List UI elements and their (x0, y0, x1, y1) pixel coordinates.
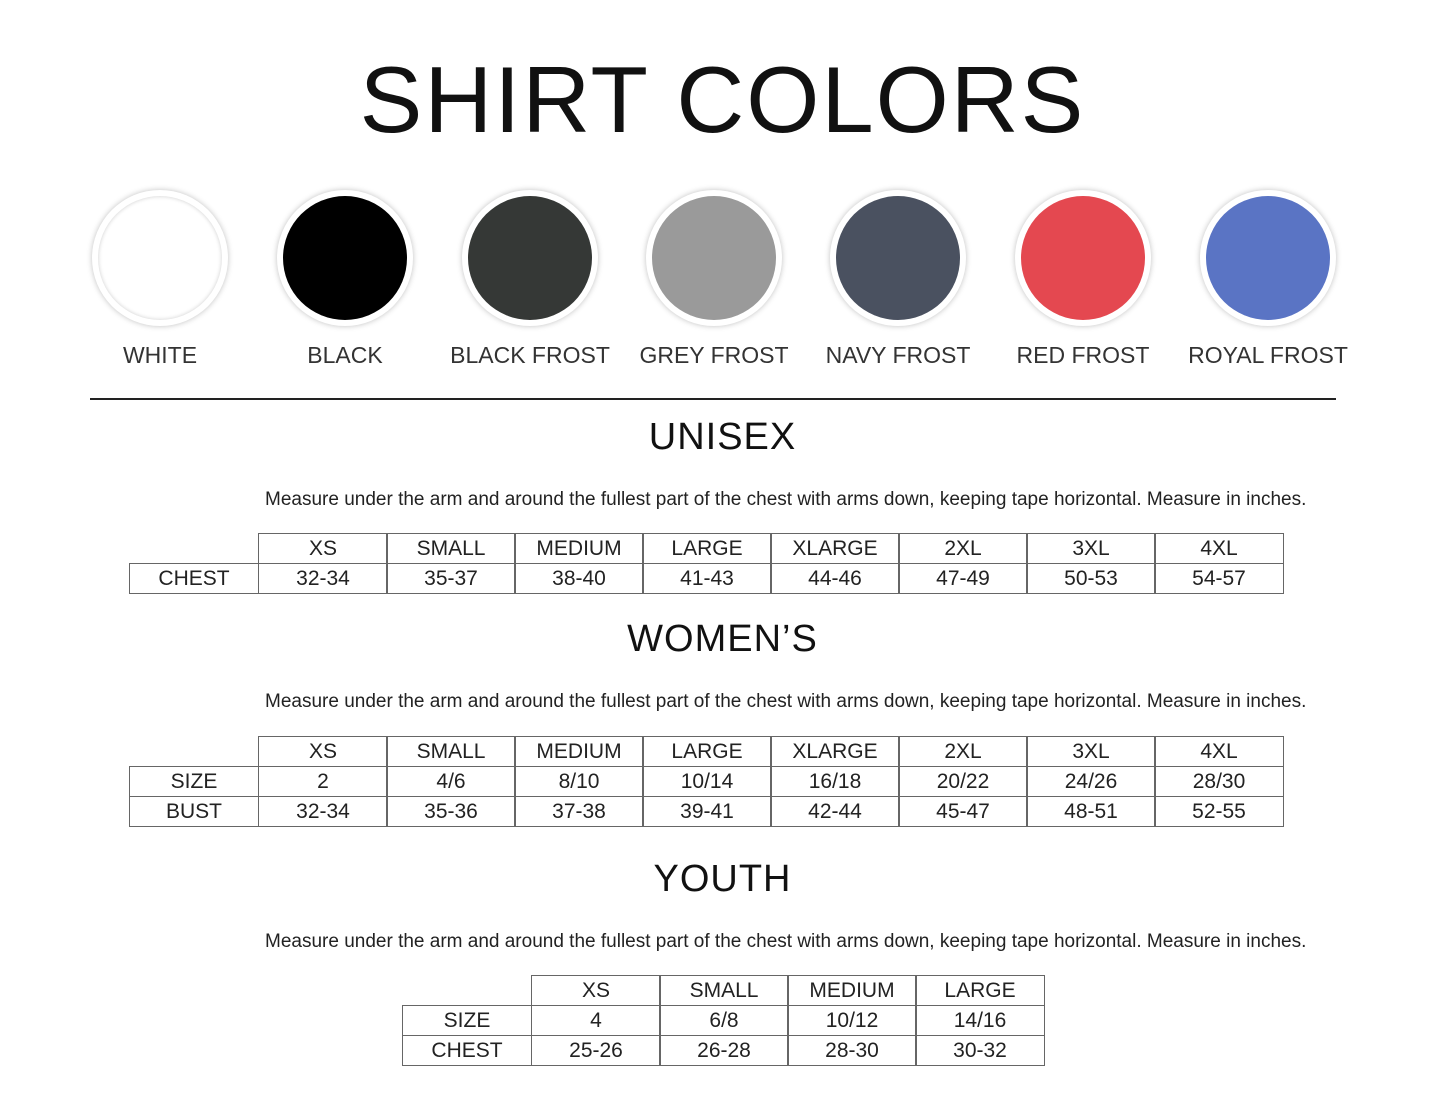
row-label: CHEST (402, 1035, 532, 1066)
column-header: XS (258, 736, 388, 767)
table-cell: 44-46 (770, 563, 900, 594)
section-description: Measure under the arm and around the ful… (265, 931, 1307, 952)
table-cell: 32-34 (258, 796, 388, 827)
column-header: 3XL (1026, 533, 1156, 564)
column-header: XLARGE (770, 533, 900, 564)
column-header: SMALL (386, 736, 516, 767)
color-label: WHITE (122, 342, 198, 368)
table-cell: 39-41 (642, 796, 772, 827)
swatch-fill (836, 196, 960, 320)
column-header: MEDIUM (514, 736, 644, 767)
column-header: 2XL (898, 736, 1028, 767)
section-title: UNISEX (648, 416, 797, 458)
table-cell: 14/16 (915, 1005, 1045, 1036)
divider (90, 398, 1336, 400)
section-title: YOUTH (653, 858, 792, 900)
column-header: LARGE (915, 975, 1045, 1006)
table-cell: 54-57 (1154, 563, 1284, 594)
table-cell: 38-40 (514, 563, 644, 594)
color-label: RED FROST (1016, 342, 1150, 368)
column-header: XLARGE (770, 736, 900, 767)
table-cell: 32-34 (258, 563, 388, 594)
column-header: XS (531, 975, 661, 1006)
table-cell: 35-37 (386, 563, 516, 594)
color-swatch-grey-frost (646, 190, 782, 326)
table-cell: 47-49 (898, 563, 1028, 594)
section-title: WOMEN’S (627, 618, 818, 660)
table-cell: 2 (258, 766, 388, 797)
color-swatch-black (277, 190, 413, 326)
row-label: SIZE (402, 1005, 532, 1036)
color-label: BLACK FROST (450, 342, 610, 368)
table-cell: 41-43 (642, 563, 772, 594)
column-header: 4XL (1154, 736, 1284, 767)
table-cell: 26-28 (659, 1035, 789, 1066)
table-cell: 28/30 (1154, 766, 1284, 797)
column-header: 4XL (1154, 533, 1284, 564)
column-header: MEDIUM (514, 533, 644, 564)
row-label: CHEST (129, 563, 259, 594)
swatch-fill (652, 196, 776, 320)
table-cell: 42-44 (770, 796, 900, 827)
table-cell: 4/6 (386, 766, 516, 797)
table-cell: 50-53 (1026, 563, 1156, 594)
table-cell: 25-26 (531, 1035, 661, 1066)
color-label: BLACK (307, 342, 383, 368)
color-swatch-white (92, 190, 228, 326)
table-cell: 6/8 (659, 1005, 789, 1036)
color-swatch-red-frost (1015, 190, 1151, 326)
swatch-fill (1021, 196, 1145, 320)
table-cell: 8/10 (514, 766, 644, 797)
table-cell: 37-38 (514, 796, 644, 827)
swatch-fill (1206, 196, 1330, 320)
table-cell: 10/14 (642, 766, 772, 797)
table-cell: 10/12 (787, 1005, 917, 1036)
swatch-fill (98, 196, 222, 320)
section-description: Measure under the arm and around the ful… (265, 489, 1307, 510)
color-swatch-royal-frost (1200, 190, 1336, 326)
color-swatch-black-frost (462, 190, 598, 326)
color-label: NAVY FROST (825, 342, 971, 368)
color-swatch-navy-frost (830, 190, 966, 326)
table-cell: 45-47 (898, 796, 1028, 827)
column-header: 2XL (898, 533, 1028, 564)
color-label: GREY FROST (639, 342, 789, 368)
row-label: BUST (129, 796, 259, 827)
page-title: SHIRT COLORS (359, 47, 1086, 152)
color-label: ROYAL FROST (1188, 342, 1348, 368)
table-cell: 4 (531, 1005, 661, 1036)
swatch-fill (468, 196, 592, 320)
column-header: 3XL (1026, 736, 1156, 767)
column-header: LARGE (642, 533, 772, 564)
column-header: SMALL (659, 975, 789, 1006)
table-cell: 20/22 (898, 766, 1028, 797)
table-cell: 28-30 (787, 1035, 917, 1066)
column-header: XS (258, 533, 388, 564)
table-cell: 16/18 (770, 766, 900, 797)
section-description: Measure under the arm and around the ful… (265, 691, 1307, 712)
table-cell: 35-36 (386, 796, 516, 827)
table-cell: 52-55 (1154, 796, 1284, 827)
swatch-fill (283, 196, 407, 320)
table-cell: 24/26 (1026, 766, 1156, 797)
column-header: LARGE (642, 736, 772, 767)
row-label: SIZE (129, 766, 259, 797)
table-cell: 48-51 (1026, 796, 1156, 827)
table-cell: 30-32 (915, 1035, 1045, 1066)
column-header: MEDIUM (787, 975, 917, 1006)
column-header: SMALL (386, 533, 516, 564)
